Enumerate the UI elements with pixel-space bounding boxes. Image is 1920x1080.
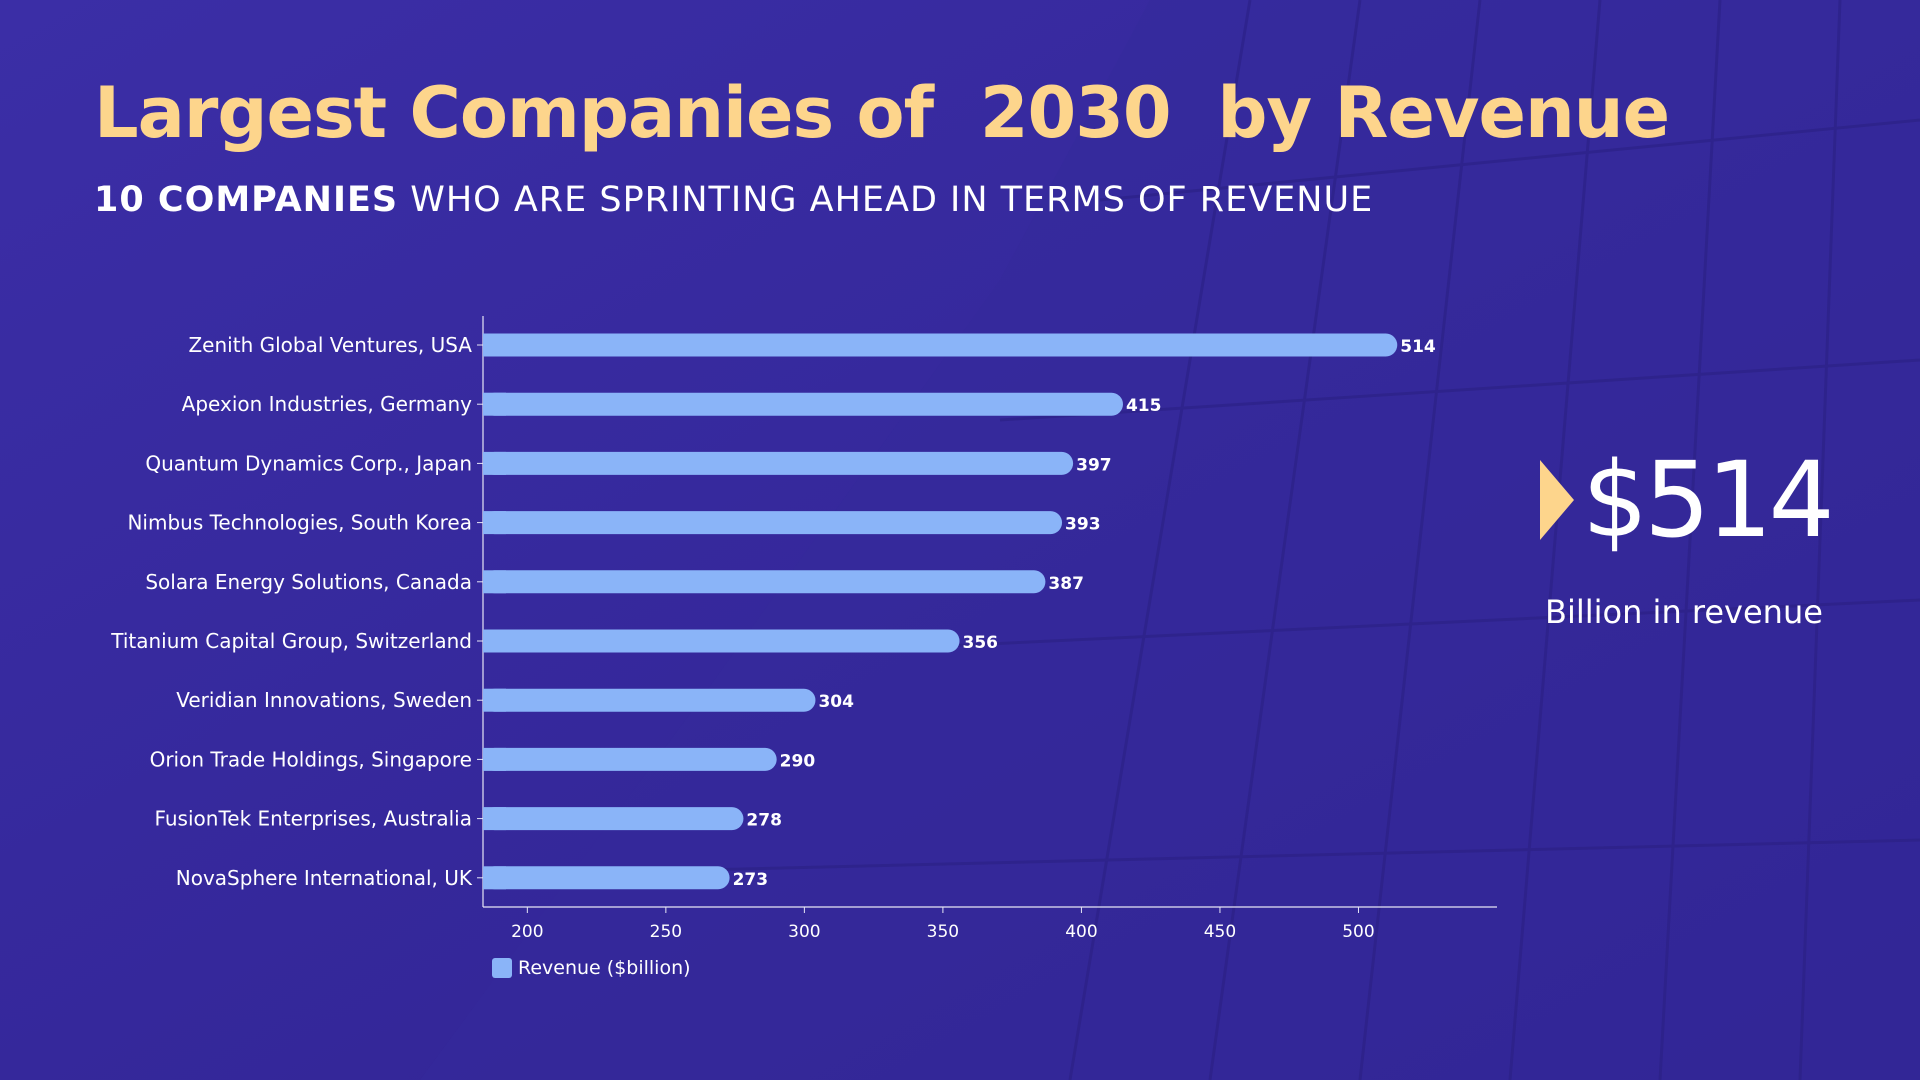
x-tick-label: 500 [1342, 922, 1374, 942]
bar [483, 807, 744, 831]
page-title: Largest Companies of 2030 by Revenue [94, 72, 1670, 154]
bar [483, 570, 1046, 594]
category-label: Solara Energy Solutions, Canada [145, 570, 472, 594]
category-label: Orion Trade Holdings, Singapore [150, 747, 472, 771]
legend-label: Revenue ($billion) [518, 957, 691, 979]
bar-value-label: 278 [746, 811, 782, 831]
bar-left-cap [483, 866, 506, 890]
x-tick-label: 400 [1065, 922, 1097, 942]
bar-left-cap [483, 807, 506, 831]
bar [483, 511, 1063, 535]
bar-left-cap [483, 688, 506, 712]
bar [483, 747, 777, 771]
bar [483, 333, 1398, 357]
bar-value-label: 387 [1048, 574, 1084, 594]
bar-value-label: 397 [1076, 455, 1112, 475]
x-tick-label: 350 [927, 922, 959, 942]
bar-left-cap [483, 570, 506, 594]
bar-value-label: 304 [818, 692, 854, 712]
x-tick-label: 200 [511, 922, 543, 942]
kpi-value: $514 [1582, 439, 1835, 561]
bar-left-cap [483, 629, 506, 653]
legend-swatch [492, 958, 512, 978]
bar [483, 629, 960, 653]
category-label: NovaSphere International, UK [176, 866, 473, 890]
category-label: Apexion Industries, Germany [182, 392, 473, 416]
bar-left-cap [483, 451, 506, 475]
chart-legend: Revenue ($billion) [492, 957, 691, 979]
bar-value-label: 393 [1065, 515, 1101, 535]
kpi-caption: Billion in revenue [1545, 593, 1823, 631]
category-label: Veridian Innovations, Sweden [176, 688, 472, 712]
bar [483, 392, 1123, 416]
bar-left-cap [483, 511, 506, 535]
bar [483, 866, 730, 890]
triangle-arrow-icon [1540, 460, 1574, 540]
x-tick-label: 300 [788, 922, 820, 942]
subtitle-emphasis: 10 COMPANIES [94, 180, 399, 220]
bar [483, 451, 1074, 475]
x-tick-label: 250 [650, 922, 682, 942]
page-subtitle: 10 COMPANIES WHO ARE SPRINTING AHEAD IN … [94, 183, 1373, 218]
category-label: Titanium Capital Group, Switzerland [110, 629, 472, 653]
bar-value-label: 415 [1126, 396, 1162, 416]
bar-value-label: 290 [780, 751, 816, 771]
category-label: Zenith Global Ventures, USA [188, 333, 472, 357]
bar-value-label: 273 [733, 870, 769, 890]
bar-left-cap [483, 392, 506, 416]
category-label: Nimbus Technologies, South Korea [127, 511, 472, 535]
bar-value-label: 514 [1400, 337, 1436, 357]
bar-left-cap [483, 747, 506, 771]
x-tick-label: 450 [1204, 922, 1236, 942]
kpi-block: $514 [1540, 439, 1835, 561]
category-label: Quantum Dynamics Corp., Japan [145, 451, 472, 475]
bar-value-label: 356 [963, 633, 999, 653]
bar [483, 688, 816, 712]
subtitle-text: WHO ARE SPRINTING AHEAD IN TERMS OF REVE… [398, 180, 1374, 220]
category-label: FusionTek Enterprises, Australia [154, 807, 472, 831]
bar-left-cap [483, 333, 506, 357]
